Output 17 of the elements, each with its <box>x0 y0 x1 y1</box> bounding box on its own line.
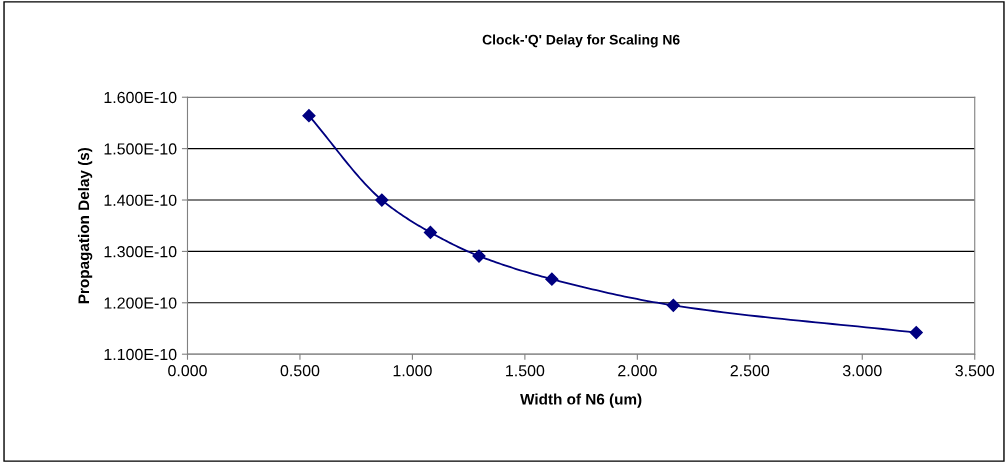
x-tick-label: 0.000 <box>168 365 207 377</box>
x-tick-label: 2.000 <box>618 365 657 377</box>
y-tick-label: 1.100E-10 <box>104 348 177 361</box>
x-tick-label: 1.000 <box>393 365 432 377</box>
x-tick-label: 3.000 <box>842 365 882 377</box>
y-tick-label: 1.500E-10 <box>104 143 177 155</box>
y-tick-label: 1.600E-10 <box>104 91 177 104</box>
x-axis-title: Width of N6 (um) <box>520 393 642 408</box>
x-tick-label: 0.500 <box>280 365 320 377</box>
y-tick-label: 1.400E-10 <box>104 194 177 206</box>
y-tick-label: 1.300E-10 <box>104 246 177 258</box>
x-tick-label: 3.500 <box>955 365 995 377</box>
x-tick-label: 1.500 <box>506 365 545 377</box>
y-tick-label: 1.200E-10 <box>104 297 177 309</box>
y-axis-title: Propagation Delay (s) <box>77 147 93 304</box>
chart-title: Clock-'Q' Delay for Scaling N6 <box>482 34 680 48</box>
x-tick-label: 2.500 <box>730 365 770 377</box>
